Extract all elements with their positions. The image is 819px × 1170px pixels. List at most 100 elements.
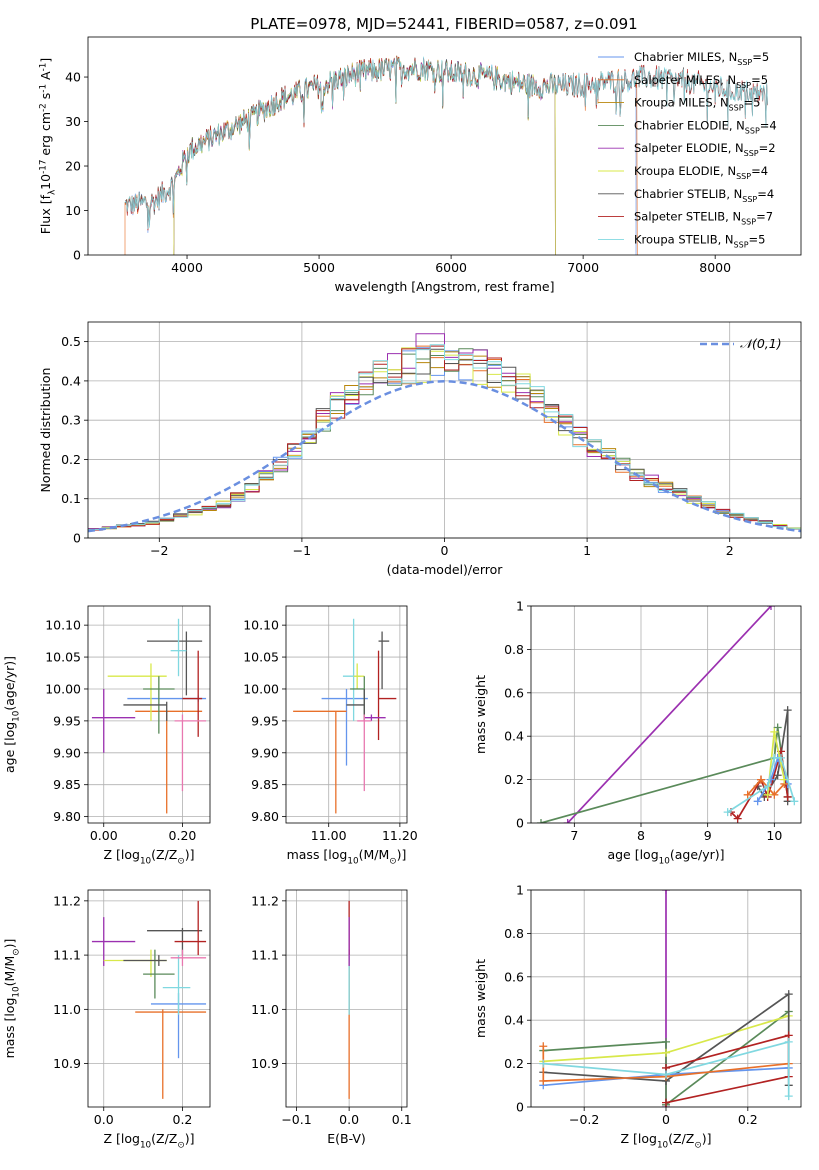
x-tick-label: 0.2 [173,1112,193,1127]
y-tick-label: 0.2 [504,1056,524,1071]
y-tick-label: 11.1 [53,948,81,963]
figure-title: PLATE=0978, MJD=52441, FIBERID=0587, z=0… [250,15,637,33]
weight-point-marker [662,1070,670,1079]
x-axis-label: (data-model)/error [387,562,504,577]
weight-vs-z-panel: −0.2 0 0.2 0 0.2 0.4 0.6 0.8 1 Z [log10(Z/Z⊙)] mas… [473,883,802,1150]
y-axis-label: age [log10(age/yr)] [2,656,21,773]
y-tick-label: 9.80 [251,809,279,824]
weight-point-marker [773,771,782,780]
y-tick-label: 40 [65,70,81,85]
y-tick-label: 1 [516,883,524,898]
y-axis-label: Normed distribution [38,368,53,493]
x-tick-label: 11.00 [311,828,347,843]
weight-point-marker [537,819,545,823]
y-tick-label: 0 [516,816,524,831]
legend-label: 𝒩(0,1) [740,336,782,351]
weight-point-marker [767,606,775,610]
x-tick-label: 7 [570,828,578,843]
weight-point-marker [662,890,670,894]
weight-point-marker [783,706,792,715]
residuals-plot-area [88,333,801,538]
age-vs-mass-panel: 11.00 11.20 9.80 9.85 9.90 9.95 10.00 10.05 10.1… [243,605,418,866]
y-tick-label: 10.05 [45,650,81,665]
x-tick-label: 8000 [699,260,731,275]
weight-point-marker [539,1076,548,1085]
age-vs-z-panel: 0.00 0.20 9.80 9.85 9.90 9.95 10.00 10.05 10.10 Z… [2,605,211,866]
x-axis-label: age [log10(age/yr)] [607,847,724,866]
weight-vs-age-frame [530,605,802,824]
x-tick-label: 4000 [171,260,203,275]
spectrum-series-line [124,55,637,255]
weight-point-marker [539,1059,548,1068]
x-tick-label: −1 [293,543,311,558]
x-tick-label: 9 [704,828,712,843]
weight-vs-age-plot-area [537,606,799,823]
legend-label: Salpeter MILES, NSSP=5 [634,73,768,90]
x-axis-label: wavelength [Angstrom, rest frame] [334,279,554,294]
age-vs-z-plot-area [91,618,207,814]
y-tick-label: 10.00 [243,681,279,696]
weight-point-marker [662,1048,670,1057]
y-tick-label: 0.4 [504,1013,524,1028]
x-tick-label: 0 [662,1112,670,1127]
y-tick-label: 0.2 [504,772,524,787]
weight-vs-age-panel: 7 8 9 10 0 0.2 0.4 0.6 0.8 1 age [log10(age/yr)] ma… [473,599,802,866]
histogram-series-step [88,344,801,538]
legend-label: Chabrier ELODIE, NSSP=4 [634,118,777,135]
spectrum-plot-area [124,55,768,255]
weight-point-marker [790,797,799,806]
y-tick-label: 11.2 [251,893,279,908]
spectrum-series-line [124,57,638,255]
weight-point-marker [723,808,732,817]
x-tick-label: 0 [441,543,449,558]
y-tick-label: 10.10 [45,618,81,633]
x-axis-label: Z [log10(Z/Z⊙)] [103,847,194,866]
y-tick-label: 0 [73,248,81,263]
y-tick-label: 9.95 [53,713,81,728]
x-tick-label: 0.0 [339,1112,359,1127]
weight-point-marker [753,797,762,806]
x-axis-label: Z [log10(Z/Z⊙)] [620,1131,711,1150]
legend-label: Kroupa STELIB, NSSP=5 [634,232,765,249]
y-tick-label: 10.00 [45,681,81,696]
y-tick-label: 0.5 [61,334,81,349]
spectrum-series-line [173,56,556,255]
weight-point-marker [763,790,772,799]
weight-point-marker [763,782,772,791]
weight-point-marker [784,1092,793,1101]
weight-series-line [756,710,789,802]
weight-point-marker [773,723,782,732]
spectrum-panel: 4000 5000 6000 7000 8000 0 10 20 30 40 wavelength … [38,36,802,294]
y-tick-label: 11.0 [251,1002,279,1017]
y-tick-label: 1 [516,599,524,614]
legend-label: Chabrier STELIB, NSSP=4 [634,187,774,204]
legend-label: Salpeter STELIB, NSSP=7 [634,210,773,227]
x-tick-label: −2 [150,543,168,558]
y-tick-label: 0.4 [504,729,524,744]
y-tick-label: 9.90 [53,745,81,760]
y-axis-label: mass [log10(M/M⊙)] [2,939,21,1059]
weight-point-marker [662,1098,670,1107]
weight-point-marker [767,775,775,784]
y-tick-label: 9.85 [251,777,279,792]
y-tick-label: 0.1 [61,491,81,506]
y-tick-label: 0 [516,1100,524,1115]
mass-vs-z-panel: 0.0 0.2 10.9 11.0 11.1 11.2 Z [log10(Z/Z⊙)] mas… [2,889,211,1150]
y-tick-label: 0.4 [61,373,81,388]
legend-label: Kroupa MILES, NSSP=5 [634,96,760,113]
x-tick-label: 8 [637,828,645,843]
legend-label: Kroupa ELODIE, NSSP=4 [634,164,768,181]
x-tick-label: 6000 [435,260,467,275]
y-tick-label: 0.2 [61,452,81,467]
y-tick-label: 10.05 [243,650,279,665]
x-tick-label: 2 [726,543,734,558]
age-vs-mass-frame [285,605,408,824]
x-tick-label: 0.0 [94,1112,114,1127]
weight-point-marker [770,753,779,762]
x-tick-label: 10 [766,828,782,843]
y-tick-label: 0.8 [504,642,524,657]
mass-vs-ebv-panel: −0.1 0.0 0.1 10.9 11.0 11.1 11.2 E(B-V) [251,889,412,1146]
legend-label: Salpeter ELODIE, NSSP=2 [634,141,776,158]
y-axis-label: Flux [fλ10-17 erg cm-2 s-1 A-1] [38,58,57,235]
weight-point-marker [784,1037,793,1046]
